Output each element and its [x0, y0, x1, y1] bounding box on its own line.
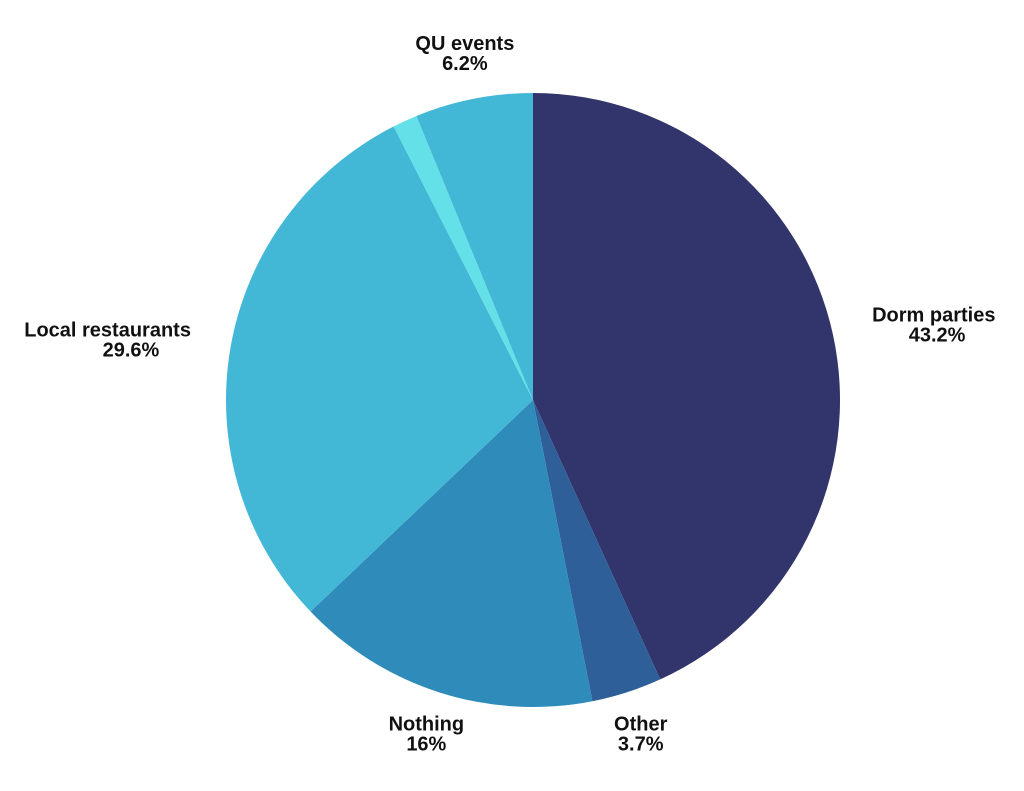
slice-label: QU events [415, 33, 514, 55]
pie-slice [226, 126, 533, 612]
pie-slice [393, 116, 533, 401]
slice-label: Other [614, 713, 668, 735]
pie-slice [533, 400, 661, 702]
slice-label: Local restaurants [24, 320, 191, 342]
slice-value: 6.2% [442, 53, 488, 75]
pie-slice [533, 93, 840, 680]
slice-label: Nothing [389, 714, 465, 736]
slice-value: 43.2% [909, 325, 966, 347]
pie-slice [310, 400, 593, 707]
slice-value: 3.7% [618, 733, 664, 755]
slice-value: 29.6% [103, 340, 160, 362]
slice-label: Dorm parties [872, 305, 995, 327]
pie-slice [416, 93, 533, 400]
slice-value: 16% [406, 734, 446, 756]
